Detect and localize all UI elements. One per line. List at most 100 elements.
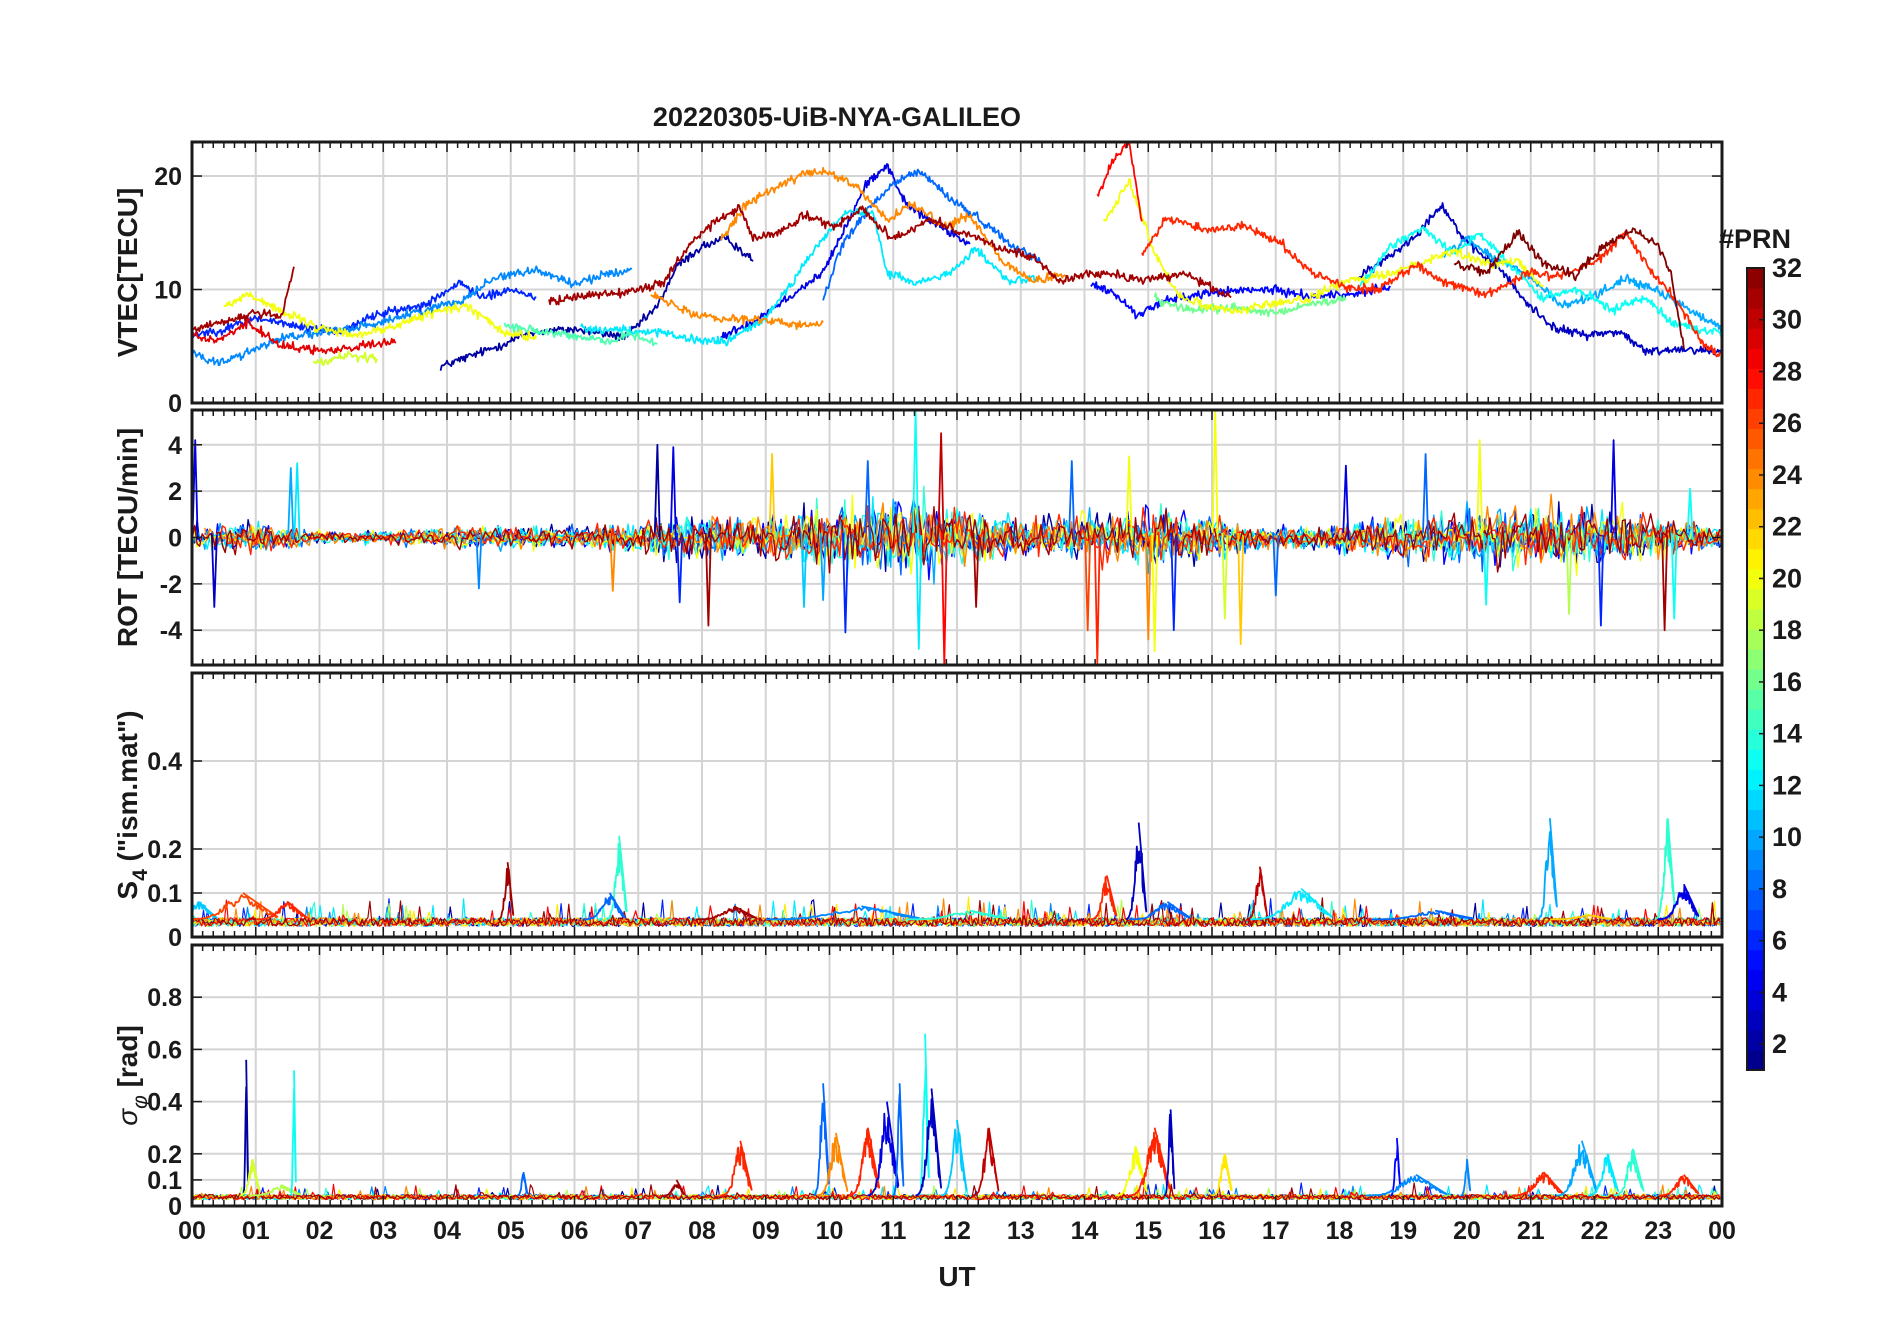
colorbar-segment bbox=[1747, 368, 1764, 389]
data-series-line bbox=[1102, 177, 1544, 315]
x-tick-label: 02 bbox=[306, 1217, 334, 1245]
x-tick-label: 09 bbox=[752, 1217, 780, 1245]
x-tick-label: 18 bbox=[1326, 1217, 1354, 1245]
x-axis-label: UT bbox=[938, 1261, 975, 1292]
panel-3: 0 0.1 0.2 0.4S4 ("ism.mat") bbox=[112, 671, 1724, 952]
y-axis-label: σφ [rad] bbox=[112, 1025, 152, 1126]
x-tick-label: 11 bbox=[880, 1217, 907, 1245]
colorbar-segment bbox=[1747, 969, 1764, 991]
data-series-line bbox=[1597, 532, 1605, 627]
colorbar-segment bbox=[1747, 829, 1764, 851]
colorbar-segment bbox=[1747, 889, 1764, 911]
colorbar-segment bbox=[1747, 709, 1764, 730]
y-tick-label: 0 bbox=[168, 390, 182, 418]
data-series-line bbox=[192, 317, 397, 356]
data-series-line bbox=[1237, 532, 1245, 645]
colorbar-tick-label: 32 bbox=[1772, 253, 1802, 283]
data-series-line bbox=[287, 467, 295, 540]
y-tick-label: 2 bbox=[168, 478, 182, 506]
data-series-line bbox=[819, 532, 827, 601]
data-series-line bbox=[1246, 866, 1268, 921]
data-series-line bbox=[765, 905, 920, 921]
colorbar-segment bbox=[1747, 388, 1764, 409]
y-tick-label: 0 bbox=[168, 924, 182, 952]
data-series-line bbox=[695, 905, 757, 921]
colorbar-segment bbox=[1747, 809, 1764, 830]
x-tick-label: 10 bbox=[816, 1217, 844, 1245]
data-series-line bbox=[1482, 532, 1490, 606]
x-tick-label: 12 bbox=[943, 1217, 971, 1245]
data-series-line bbox=[1511, 1171, 1564, 1197]
colorbar-segment bbox=[1747, 428, 1764, 450]
colorbar-segment bbox=[1747, 989, 1764, 1011]
colorbar-segment bbox=[1747, 528, 1764, 550]
data-series-line bbox=[1357, 202, 1722, 356]
colorbar-segment bbox=[1747, 488, 1764, 510]
data-series-line bbox=[1613, 1148, 1645, 1197]
data-series-line bbox=[255, 901, 308, 921]
data-series-line bbox=[800, 532, 808, 608]
data-series-line bbox=[1125, 822, 1148, 921]
x-tick-label: 23 bbox=[1644, 1217, 1672, 1245]
panel-data bbox=[192, 142, 1722, 371]
data-series-line bbox=[867, 1101, 900, 1197]
colorbar-segment bbox=[1747, 869, 1764, 891]
x-tick-label: 19 bbox=[1389, 1217, 1417, 1245]
data-series-line bbox=[1342, 464, 1350, 540]
data-series-line bbox=[1661, 532, 1669, 632]
y-axis-label: ROT [TECU/min] bbox=[112, 428, 143, 647]
x-tick-label: 16 bbox=[1198, 1217, 1226, 1245]
data-series-line bbox=[239, 1158, 261, 1197]
colorbar-frame bbox=[1746, 267, 1765, 1071]
colorbar-segment bbox=[1747, 1049, 1764, 1071]
data-series-line bbox=[1272, 532, 1280, 597]
data-series-line bbox=[497, 862, 515, 921]
x-tick-label: 03 bbox=[369, 1217, 397, 1245]
data-series-line bbox=[912, 410, 919, 540]
colorbar-segment bbox=[1747, 949, 1764, 971]
data-series-line bbox=[768, 453, 776, 540]
colorbar-tick-label: 2 bbox=[1772, 1029, 1787, 1059]
x-tick-label: 00 bbox=[1708, 1217, 1736, 1245]
data-series-line bbox=[1658, 883, 1700, 921]
colorbar-segment bbox=[1747, 1009, 1764, 1031]
colorbar-tick-label: 8 bbox=[1772, 874, 1787, 904]
data-series-line bbox=[503, 322, 658, 347]
colorbar-label: #PRN bbox=[1719, 224, 1791, 254]
colorbar-segment bbox=[1747, 689, 1764, 710]
data-series-line bbox=[289, 1070, 297, 1196]
data-series-line bbox=[653, 443, 661, 540]
data-series-line bbox=[1549, 914, 1611, 921]
data-series-line bbox=[1556, 1140, 1598, 1197]
data-series-line bbox=[516, 1171, 529, 1197]
data-series-line bbox=[1144, 532, 1152, 641]
colorbar-segment bbox=[1747, 669, 1764, 690]
y-tick-label: -2 bbox=[160, 571, 182, 599]
colorbar-tick-label: 6 bbox=[1772, 926, 1787, 956]
data-series-line bbox=[813, 1083, 830, 1197]
x-tick-label: 06 bbox=[561, 1217, 589, 1245]
colorbar-segment bbox=[1747, 608, 1764, 630]
colorbar-segment bbox=[1747, 468, 1764, 490]
data-series-line bbox=[1084, 532, 1092, 632]
data-series-line bbox=[548, 203, 1232, 306]
data-series-line bbox=[1390, 1138, 1401, 1197]
data-series-line bbox=[1610, 439, 1618, 540]
colorbar-tick-label: 28 bbox=[1772, 356, 1802, 386]
data-series-line bbox=[249, 1184, 302, 1197]
data-series-line bbox=[1654, 818, 1676, 921]
x-tick-label: 00 bbox=[178, 1217, 206, 1245]
x-tick-label: 21 bbox=[1517, 1217, 1545, 1245]
y-tick-label: 0.8 bbox=[147, 984, 182, 1012]
data-series-line bbox=[1163, 1109, 1176, 1197]
data-series-line bbox=[848, 1127, 881, 1197]
y-tick-label: -4 bbox=[160, 617, 182, 645]
chart-title: 20220305-UiB-NYA-GALILEO bbox=[653, 102, 1021, 132]
data-series-line bbox=[242, 1059, 250, 1196]
data-series-line bbox=[192, 265, 633, 367]
colorbar-segment bbox=[1747, 268, 1764, 289]
colorbar-segment bbox=[1747, 508, 1764, 530]
data-series-line bbox=[312, 350, 378, 367]
colorbar-segment bbox=[1747, 348, 1764, 369]
